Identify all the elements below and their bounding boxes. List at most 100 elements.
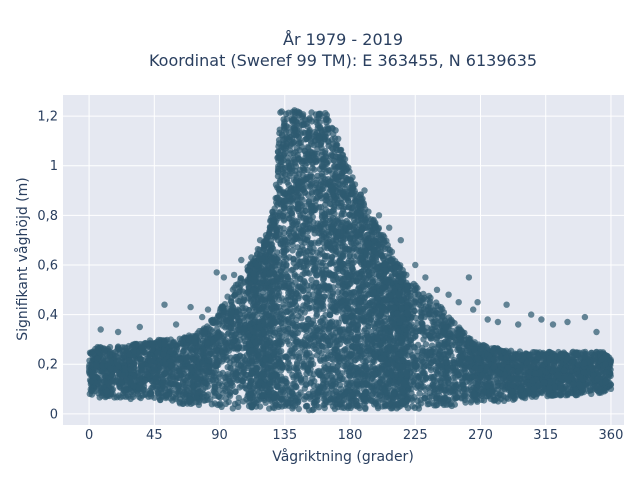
data-point: [491, 397, 498, 404]
data-point: [413, 372, 420, 380]
data-point: [453, 368, 461, 375]
data-point: [237, 293, 244, 300]
data-point: [412, 333, 419, 340]
data-point: [232, 388, 239, 395]
data-point: [509, 382, 516, 389]
data-point: [206, 350, 213, 358]
data-point: [237, 275, 244, 282]
data-point: [167, 336, 174, 343]
data-point: [160, 351, 167, 358]
data-point: [515, 353, 522, 360]
data-point: [167, 395, 174, 402]
data-point: [433, 299, 440, 306]
data-point: [557, 360, 564, 367]
data-point: [240, 398, 247, 405]
data-point: [507, 347, 515, 354]
data-point: [181, 381, 188, 389]
chart-subtitle: Koordinat (Sweref 99 TM): E 363455, N 61…: [149, 51, 537, 70]
data-points: [85, 107, 615, 414]
data-point: [602, 353, 609, 360]
data-point: [208, 317, 216, 324]
data-point: [427, 294, 434, 302]
data-point: [444, 375, 451, 382]
data-point: [421, 370, 428, 377]
data-point: [448, 402, 455, 410]
data-point: [471, 346, 478, 353]
data-point: [176, 335, 183, 342]
data-point: [433, 355, 441, 362]
data-point: [416, 390, 423, 397]
data-point: [188, 374, 195, 382]
data-point: [452, 392, 459, 399]
data-point: [529, 377, 536, 384]
data-point: [473, 381, 480, 388]
data-point: [224, 330, 231, 338]
data-point: [442, 394, 449, 402]
data-point: [176, 400, 184, 407]
data-point: [100, 348, 108, 356]
data-point: [130, 382, 137, 390]
data-point: [175, 383, 183, 390]
data-point: [463, 393, 470, 400]
data-point: [94, 347, 102, 354]
data-point: [442, 351, 449, 358]
data-point: [96, 383, 104, 391]
data-point: [428, 333, 436, 340]
data-point: [227, 314, 234, 321]
data-point: [99, 362, 106, 370]
data-point: [447, 318, 454, 325]
data-point: [211, 400, 219, 407]
data-point: [500, 397, 508, 404]
data-point: [136, 376, 143, 383]
data-point: [157, 371, 164, 379]
data-point: [438, 339, 445, 347]
data-point: [463, 386, 470, 393]
data-point: [484, 382, 491, 390]
data-point: [140, 386, 147, 394]
data-point: [216, 318, 223, 325]
data-point: [424, 311, 431, 318]
data-point: [143, 371, 151, 378]
data-point: [199, 386, 207, 393]
data-point: [88, 387, 95, 395]
data-point: [415, 291, 422, 298]
data-point: [162, 361, 169, 368]
data-point: [441, 386, 448, 394]
data-point: [117, 394, 124, 401]
data-point: [154, 349, 161, 357]
data-point: [527, 363, 535, 370]
data-point: [446, 330, 454, 337]
data-point: [430, 311, 437, 318]
data-point: [235, 361, 242, 369]
data-point: [232, 290, 240, 297]
data-point: [568, 363, 575, 371]
data-point: [451, 379, 458, 387]
data-point: [186, 363, 194, 371]
data-point: [413, 363, 420, 370]
data-point: [483, 365, 490, 373]
data-point: [206, 357, 213, 364]
data-point: [115, 345, 122, 352]
data-point: [429, 318, 436, 326]
data-point: [127, 388, 135, 396]
data-point: [585, 379, 593, 386]
data-point: [428, 359, 435, 366]
data-point: [147, 358, 154, 365]
data-point: [236, 352, 244, 359]
data-point: [225, 324, 233, 331]
data-point: [421, 395, 428, 402]
data-point: [199, 393, 206, 401]
data-point: [141, 377, 149, 384]
data-point: [435, 332, 442, 339]
data-point: [462, 399, 469, 406]
data-point: [175, 389, 182, 396]
data-point: [418, 314, 425, 321]
data-point: [228, 309, 235, 316]
data-point: [235, 394, 242, 402]
data-point: [503, 354, 510, 361]
data-point: [87, 378, 95, 385]
data-point: [119, 359, 127, 366]
data-point: [233, 371, 240, 378]
chart-title: År 1979 - 2019: [283, 30, 403, 49]
data-point: [509, 354, 516, 361]
